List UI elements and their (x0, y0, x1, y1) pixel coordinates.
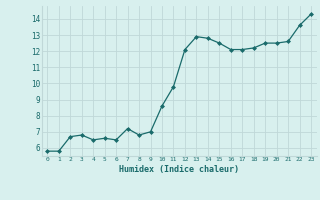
X-axis label: Humidex (Indice chaleur): Humidex (Indice chaleur) (119, 165, 239, 174)
